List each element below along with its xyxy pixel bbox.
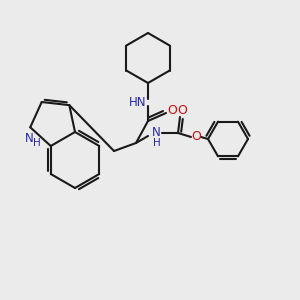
Text: O: O <box>167 103 177 116</box>
Text: N: N <box>25 132 34 145</box>
Text: O: O <box>177 103 187 116</box>
Text: O: O <box>191 130 201 143</box>
Text: N: N <box>152 127 160 140</box>
Text: H: H <box>33 138 41 148</box>
Text: H: H <box>153 138 161 148</box>
Text: HN: HN <box>129 95 147 109</box>
